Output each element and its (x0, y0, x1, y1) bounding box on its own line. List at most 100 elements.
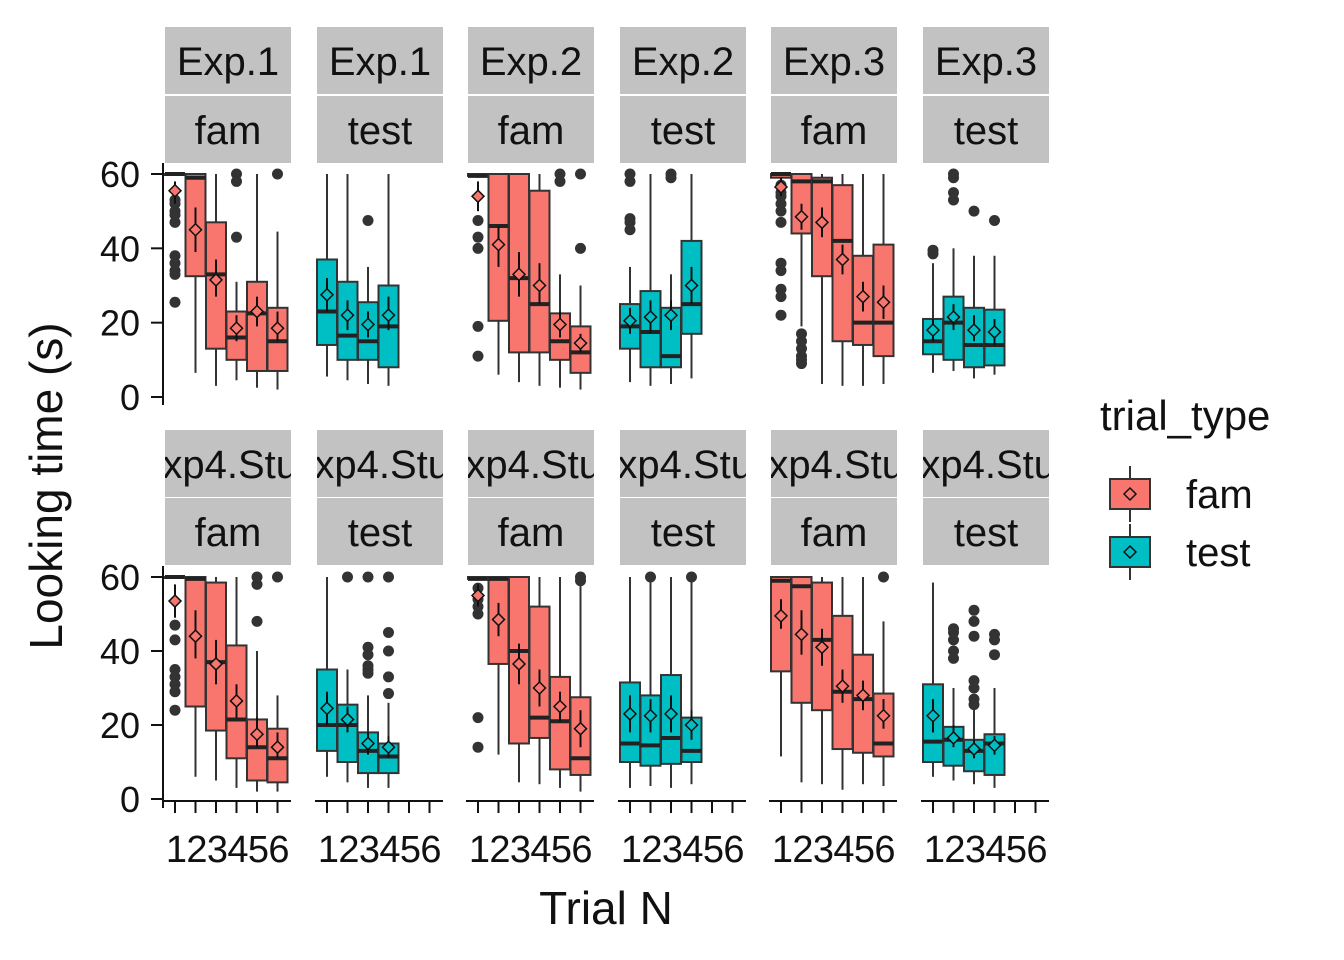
outlier-point (554, 175, 566, 187)
box-trial-3 (508, 576, 530, 783)
mean-diamond (855, 289, 871, 304)
box-trial-6 (266, 168, 289, 390)
box-trial-3 (963, 604, 985, 785)
mean-diamond (835, 252, 850, 267)
x-tick-label: 2 (944, 829, 964, 871)
mean-diamond (946, 310, 961, 325)
outlier-point (927, 248, 939, 260)
x-tick-label: 3 (965, 829, 985, 871)
legend-swatch (1109, 536, 1151, 568)
facet-strip-label: test (954, 109, 1018, 153)
legend-diamond (1122, 486, 1138, 502)
facet-panel: Exp.2 fam (467, 27, 594, 390)
facet-strip-label: fam (801, 511, 868, 555)
mean-diamond (167, 593, 183, 609)
outlier-point (472, 242, 484, 254)
x-tick-label: 2 (641, 829, 661, 871)
outlier-point (796, 358, 807, 370)
mean-diamond (643, 708, 658, 723)
facet-strip-label: test (348, 109, 412, 153)
x-tick-label: 6 (571, 829, 591, 871)
mean-diamond (188, 222, 203, 237)
facet-panel: Exp4.Stud fam (164, 430, 291, 792)
outlier-point (169, 268, 181, 280)
y-tick-label: 60 (100, 154, 140, 195)
outlier-point (169, 216, 181, 228)
mean-diamond (643, 310, 658, 325)
mean-diamond (573, 721, 588, 736)
facet-strip-experiment (468, 430, 594, 497)
x-tick-label: 2 (489, 829, 509, 871)
box-trial-2 (184, 576, 207, 777)
x-tick-label: 1 (924, 829, 944, 871)
mean-diamond (835, 679, 850, 694)
x-tick-label: 6 (268, 829, 288, 871)
box-trial-3 (357, 214, 379, 384)
outlier-point (775, 291, 787, 303)
box-trial-1 (164, 575, 186, 716)
facet-strip-experiment (165, 27, 291, 94)
mean-diamond (208, 656, 224, 672)
mean-diamond (966, 741, 982, 757)
outlier-point (169, 296, 181, 308)
facet-strip-experiment (771, 27, 897, 94)
x-tick-label: 5 (248, 829, 268, 871)
mean-diamond (622, 313, 638, 328)
outlier-point (472, 350, 484, 362)
mean-diamond (188, 629, 203, 644)
box-trial-2 (790, 576, 813, 783)
x-tick-label: 6 (874, 829, 894, 871)
facet-strip-trial-type (468, 96, 594, 163)
box-trial-4 (680, 174, 703, 379)
y-tick-label: 0 (120, 779, 140, 820)
x-tick-label: 4 (833, 829, 854, 871)
y-axis: 0 20 40 60 (100, 154, 164, 418)
box-trial-3 (205, 577, 227, 781)
box-trial-4 (225, 577, 248, 788)
box-trial-4 (225, 168, 248, 381)
box-trial-1 (619, 577, 641, 788)
mean-diamond (773, 608, 789, 623)
legend-label: fam (1186, 473, 1253, 517)
outlier-point (645, 571, 656, 583)
facet-panel: Exp4.Stud fam (770, 430, 897, 790)
facet-panel: Exp4.Stud fam (467, 430, 594, 792)
outlier-point (231, 175, 242, 187)
x-tick-label: 4 (530, 829, 551, 871)
outlier-point (251, 578, 263, 590)
outlier-point (989, 634, 1000, 646)
box-trial-3 (660, 577, 682, 788)
outlier-point (362, 571, 374, 583)
facet-strip-trial-type (317, 498, 443, 565)
mean-diamond (360, 736, 376, 751)
facet-strip-label: test (651, 511, 715, 555)
outlier-point (272, 571, 283, 583)
box-trial-5 (852, 174, 874, 386)
facet-strip-experiment (923, 430, 1049, 497)
facet-strip-label: fam (195, 109, 262, 153)
facet-strip-label: Exp4.Stud (591, 443, 776, 487)
facet-strip-trial-type (620, 96, 746, 163)
x-tick-label: 5 (1006, 829, 1026, 871)
box-trial-3 (811, 577, 833, 785)
facet-strip-experiment (317, 27, 443, 94)
outlier-point (383, 688, 394, 700)
x-tick-label: 6 (420, 829, 440, 871)
box-trial-1 (164, 172, 186, 308)
mean-diamond (876, 708, 891, 723)
box-trial-2 (184, 173, 207, 373)
facet-panel: Exp.1 fam (164, 27, 291, 390)
facet-strip-label: Exp4.Stud (894, 443, 1079, 487)
x-tick-label: 4 (379, 829, 400, 871)
outlier-point (383, 671, 394, 683)
mean-diamond (663, 308, 679, 323)
x-tick-label: 1 (469, 829, 489, 871)
outlier-point (575, 168, 586, 180)
x-tick-label: 5 (703, 829, 723, 871)
outlier-point (169, 619, 181, 631)
box-trial-2 (942, 623, 965, 781)
